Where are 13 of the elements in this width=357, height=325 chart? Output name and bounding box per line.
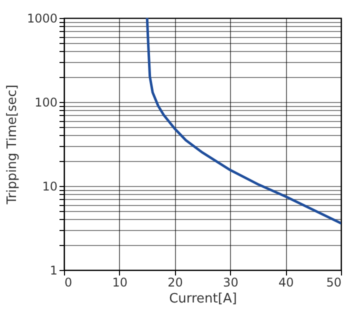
y-tick-label: 1	[50, 264, 58, 278]
x-tick-label: 0	[64, 276, 72, 290]
y-axis-title: Tripping Time[sec]	[4, 84, 20, 206]
x-tick-label: 10	[112, 276, 128, 290]
y-tick-label: 1000	[26, 12, 58, 26]
line-series	[146, 18, 341, 225]
y-tick-label: 100	[34, 96, 58, 110]
x-tick-label: 20	[168, 276, 183, 290]
x-tick-label: 30	[223, 276, 238, 290]
x-tick-label: 50	[326, 276, 342, 290]
x-axis-title: Current[A]	[169, 292, 237, 306]
x-tick-label: 40	[278, 276, 294, 290]
y-tick-label: 10	[42, 180, 58, 194]
